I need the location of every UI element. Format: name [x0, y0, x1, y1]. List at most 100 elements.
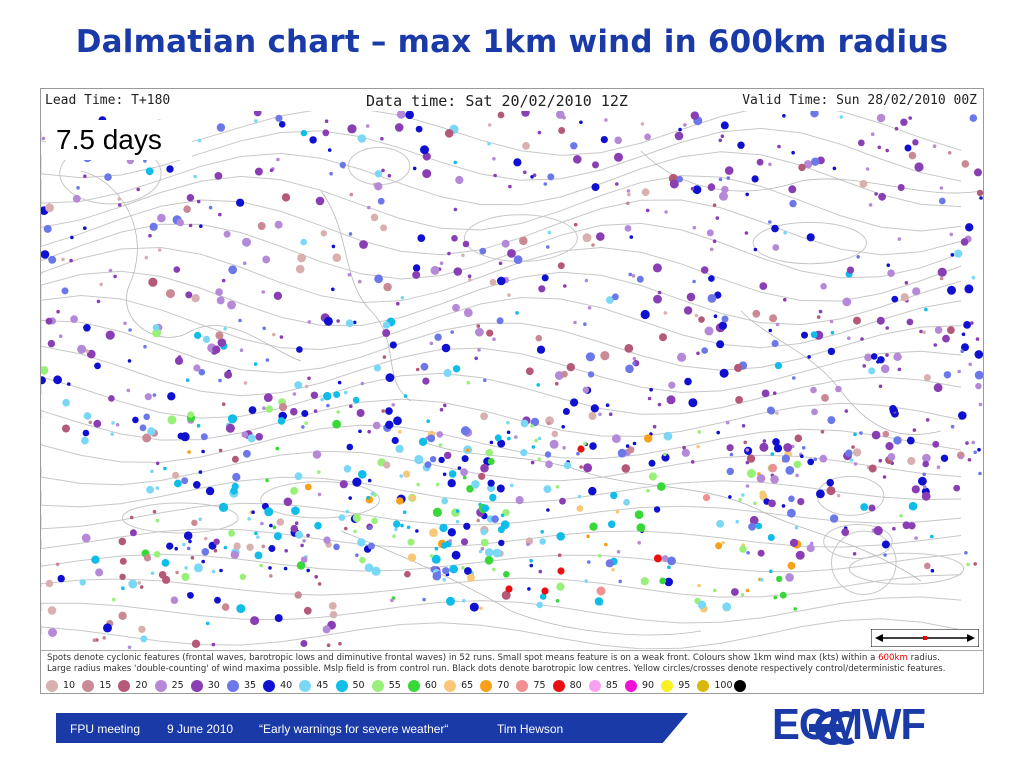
cyclone-spot [726, 444, 734, 452]
cyclone-spot [652, 263, 662, 273]
cyclone-spot [324, 119, 329, 123]
legend-item [733, 679, 770, 692]
cyclone-spot [394, 123, 404, 132]
mslp-isobars [41, 111, 965, 649]
cyclone-spot [537, 436, 542, 441]
cyclone-spot [215, 331, 224, 340]
cyclone-spot [374, 274, 383, 284]
isobar-line [41, 199, 962, 256]
cyclone-spot [442, 567, 450, 575]
cyclone-spot [876, 360, 880, 364]
cyclone-spot [849, 458, 854, 462]
cyclone-spot [772, 391, 777, 396]
cyclone-spot [47, 339, 56, 348]
cyclone-spot [934, 326, 943, 334]
cyclone-spot [846, 266, 855, 274]
cyclone-spot [768, 328, 773, 333]
cyclone-spot [973, 562, 977, 566]
cyclone-spot [41, 366, 49, 375]
legend-swatch [697, 679, 710, 692]
cyclone-spot [521, 111, 530, 117]
cyclone-spot [491, 515, 499, 523]
cyclone-spot [966, 562, 970, 567]
cyclone-spot [785, 466, 795, 475]
cyclone-spot [127, 359, 132, 363]
cyclone-spot [586, 534, 590, 539]
isobar-line [41, 127, 962, 182]
cyclone-spot [481, 504, 490, 512]
cyclone-spot [262, 326, 266, 331]
legend-swatch [299, 679, 312, 692]
cyclone-spot [261, 544, 266, 549]
cyclone-spot [722, 602, 732, 612]
cyclone-spot [947, 285, 956, 295]
cyclone-spot [300, 543, 304, 548]
cyclone-spot [536, 383, 540, 387]
cyclone-spot [62, 424, 70, 433]
cyclone-spot [143, 554, 152, 562]
isobar-line [41, 424, 962, 463]
cyclone-spot [543, 485, 552, 494]
cyclone-spot [549, 439, 559, 449]
cyclone-spot [95, 568, 104, 577]
cyclone-spot [492, 157, 496, 161]
cyclone-spot [446, 596, 455, 606]
lead-time-label: Lead Time: T+180 [45, 93, 171, 108]
cyclone-spot [485, 449, 494, 457]
cyclone-spot [155, 518, 160, 523]
legend-label: 40 [280, 680, 293, 691]
cyclone-spot [974, 168, 982, 177]
cyclone-spot-strong [505, 585, 513, 593]
cyclone-spot [566, 363, 575, 372]
cyclone-spot [296, 346, 303, 353]
cyclone-spot [876, 113, 886, 123]
cyclone-spot [272, 525, 277, 530]
cyclone-spot [223, 230, 231, 238]
cyclone-spot [868, 203, 873, 207]
cyclone-spot [702, 494, 711, 502]
legend-label: 90 [642, 680, 655, 691]
cyclone-spot [487, 479, 495, 487]
cyclone-spot [816, 489, 825, 499]
cyclone-spot [157, 248, 162, 252]
cyclone-spot [978, 402, 983, 407]
cyclone-spot [163, 466, 167, 471]
cyclone-spot [880, 364, 890, 374]
cyclone-spot [726, 467, 734, 476]
cyclone-spot [608, 412, 613, 417]
cyclone-spot [148, 233, 152, 238]
cyclone-spot [636, 275, 644, 283]
cyclone-spot [546, 421, 551, 426]
slide-title: Dalmatian chart – max 1km wind in 600km … [75, 24, 949, 60]
cyclone-spot [439, 523, 448, 533]
cyclone-spot [437, 570, 441, 575]
cyclone-spot [857, 139, 865, 147]
cyclone-spot [871, 430, 881, 440]
cyclone-spot [385, 407, 393, 415]
cyclone-spot [394, 527, 398, 532]
cyclone-spot [668, 381, 676, 389]
legend-item: 10 [46, 679, 82, 692]
cyclone-spot [637, 540, 641, 545]
cyclone-spot [904, 144, 912, 152]
cyclone-spot [735, 396, 743, 404]
cyclone-spot [468, 278, 472, 282]
cyclone-spot [253, 111, 262, 117]
cyclone-spot [676, 176, 683, 183]
cyclone-spot [610, 491, 618, 500]
cyclone-spot [859, 180, 868, 188]
legend-item: 45 [299, 679, 335, 692]
cyclone-spot [447, 251, 451, 256]
cyclone-spot [196, 423, 201, 428]
cyclone-spot [773, 595, 778, 600]
cyclone-spot [352, 477, 362, 487]
cyclone-spot [940, 454, 949, 462]
cyclone-spot [515, 496, 524, 505]
cyclone-spot [186, 546, 191, 551]
cyclone-spot [464, 567, 472, 575]
cyclone-spot [974, 370, 983, 380]
cyclone-spot [47, 606, 57, 615]
cyclone-spot [700, 266, 709, 274]
cyclone-spot [885, 326, 889, 330]
isobar-line [41, 294, 962, 351]
